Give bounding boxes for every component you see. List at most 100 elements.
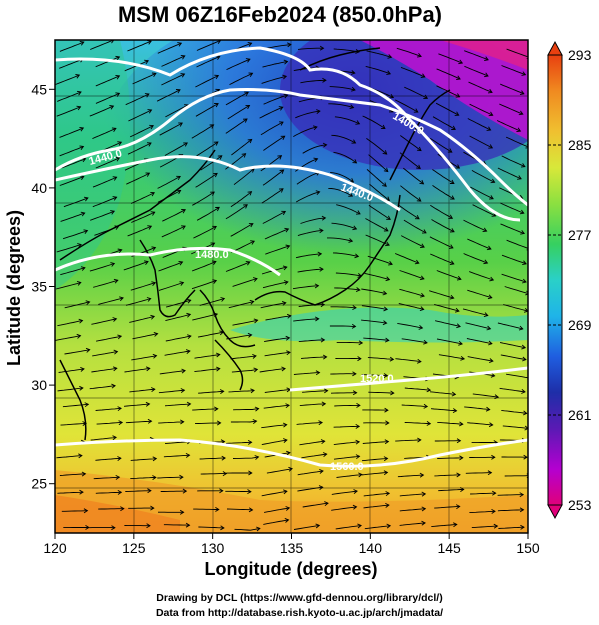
contour-line-1440a	[55, 88, 528, 207]
streamline-arrow	[82, 421, 87, 426]
streamline	[430, 408, 457, 412]
streamline	[302, 144, 327, 154]
x-tick-label: 125	[122, 540, 146, 556]
streamline-arrow	[358, 472, 363, 478]
streamline	[124, 367, 150, 373]
streamline	[365, 218, 389, 232]
streamline	[95, 75, 120, 87]
streamline-arrow	[315, 370, 321, 376]
streamline-arrow	[456, 472, 461, 478]
streamline	[434, 505, 460, 509]
streamline-arrow	[356, 403, 361, 408]
streamline-arrow	[279, 169, 285, 174]
streamline	[366, 50, 392, 58]
streamline	[198, 390, 224, 394]
streamline	[95, 407, 122, 411]
streamline	[438, 53, 463, 64]
contour-line-1560	[55, 438, 528, 468]
streamline	[399, 152, 421, 169]
streamline	[192, 313, 218, 321]
streamline	[395, 439, 421, 442]
streamline	[262, 61, 288, 68]
streamline	[400, 135, 422, 151]
streamline	[297, 470, 324, 476]
streamline-arrow	[459, 487, 465, 492]
streamline-arrow	[252, 419, 258, 424]
streamline-arrow	[348, 238, 354, 243]
streamline	[225, 153, 246, 170]
streamline-arrow	[385, 491, 391, 497]
streamline-arrow	[452, 522, 458, 528]
streamline-arrow	[419, 275, 425, 281]
streamline	[397, 322, 423, 329]
streamline-arrow	[449, 294, 455, 300]
streamline-arrow	[114, 225, 120, 230]
streamline	[336, 474, 362, 478]
streamline	[92, 176, 117, 188]
streamline-arrow	[79, 145, 85, 150]
streamline	[437, 421, 463, 425]
streamline	[472, 204, 496, 217]
streamline-arrow	[280, 135, 286, 141]
streamline-arrow	[113, 278, 119, 284]
streamline-arrow	[247, 332, 253, 338]
streamline-arrow	[112, 435, 117, 441]
streamline	[95, 157, 120, 169]
streamline	[157, 476, 183, 479]
streamline-arrow	[319, 45, 325, 51]
streamline	[263, 519, 289, 525]
streamline-arrow	[387, 54, 393, 59]
streamline-arrow	[110, 210, 116, 215]
streamline	[165, 313, 191, 322]
streamline-arrow	[449, 260, 455, 265]
streamline-arrow	[81, 471, 87, 477]
streamline	[366, 138, 387, 155]
streamline-arrow	[351, 139, 357, 144]
streamline	[89, 385, 116, 390]
streamline-arrow	[489, 358, 494, 364]
streamline	[64, 349, 90, 355]
streamline-arrow	[357, 273, 363, 278]
streamline	[260, 121, 284, 136]
streamline	[497, 167, 522, 180]
streamline-arrow	[486, 126, 492, 131]
streamline-arrow	[119, 296, 124, 302]
streamline-arrow	[455, 164, 461, 169]
streamline-arrow	[220, 525, 225, 531]
streamline	[98, 297, 124, 305]
streamline-arrow	[186, 312, 192, 318]
streamline-arrow	[486, 325, 492, 331]
streamline-arrow	[352, 305, 357, 311]
streamline	[126, 172, 150, 185]
streamline-arrow	[150, 191, 155, 197]
streamline-arrow	[248, 507, 254, 513]
streamline-arrow	[447, 148, 453, 153]
streamline-arrow	[491, 454, 496, 460]
streamline	[434, 303, 460, 312]
streamline	[196, 207, 220, 221]
streamline	[57, 320, 83, 327]
streamline	[297, 268, 324, 273]
streamline-arrow	[423, 403, 429, 409]
streamline-arrow	[245, 260, 251, 266]
streamline	[231, 368, 258, 373]
streamline	[363, 504, 389, 509]
streamline	[156, 89, 181, 102]
streamline	[464, 50, 489, 61]
streamline	[92, 351, 118, 357]
streamline	[301, 453, 327, 459]
streamline	[159, 122, 183, 136]
streamline	[263, 94, 288, 105]
streamline-arrow	[385, 241, 390, 247]
streamline	[123, 403, 150, 407]
streamline-arrow	[151, 281, 157, 287]
streamline	[161, 55, 185, 67]
streamline-arrow	[518, 325, 524, 331]
streamline-arrow	[315, 523, 321, 529]
streamline-arrow	[322, 354, 328, 360]
streamline	[400, 235, 425, 248]
streamline-arrow	[522, 410, 528, 416]
streamline-arrow	[389, 356, 395, 362]
streamline	[95, 92, 120, 104]
streamline	[90, 210, 115, 221]
